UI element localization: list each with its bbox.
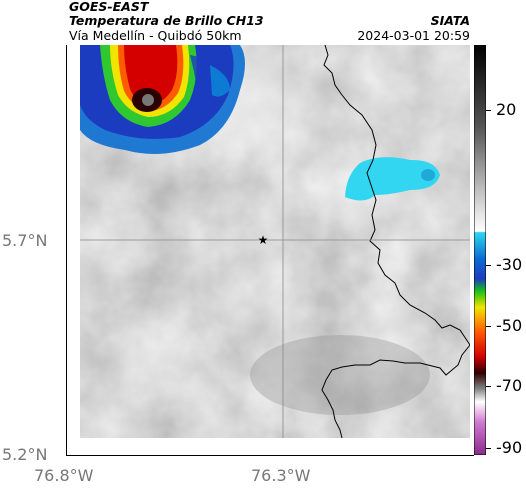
border-line-east xyxy=(323,45,470,346)
lon-tick-1: 76.8°W xyxy=(34,466,94,485)
lon-tick-2: 76.3°W xyxy=(251,466,311,485)
product-title: Temperatura de Brillo CH13 xyxy=(69,13,264,28)
datetime-label: 2024-03-01 20:59 xyxy=(357,28,470,43)
org-label: SIATA xyxy=(430,13,470,28)
storm-cell xyxy=(80,45,245,154)
cold-cloud-patch xyxy=(345,157,440,201)
border-line-south xyxy=(321,344,470,438)
lat-tick-2: 5.2°N xyxy=(2,445,48,464)
x-axis-line xyxy=(66,455,474,456)
y-axis-line xyxy=(66,45,67,455)
colorbar-tick-3: -50 xyxy=(496,316,523,335)
satellite-map: ★ xyxy=(80,45,470,438)
lat-tick-1: 5.7°N xyxy=(2,231,48,250)
colorbar xyxy=(474,45,486,455)
colorbar-tick-5: -90 xyxy=(496,438,523,457)
star-marker-icon: ★ xyxy=(258,233,269,247)
satellite-title: GOES-EAST xyxy=(69,0,149,14)
colorbar-tick-1: 20 xyxy=(496,100,517,119)
colorbar-tick-4: -70 xyxy=(496,376,523,395)
colorbar-tick-2: -30 xyxy=(496,255,523,274)
route-subtitle: Vía Medellín - Quibdó 50km xyxy=(69,28,242,43)
